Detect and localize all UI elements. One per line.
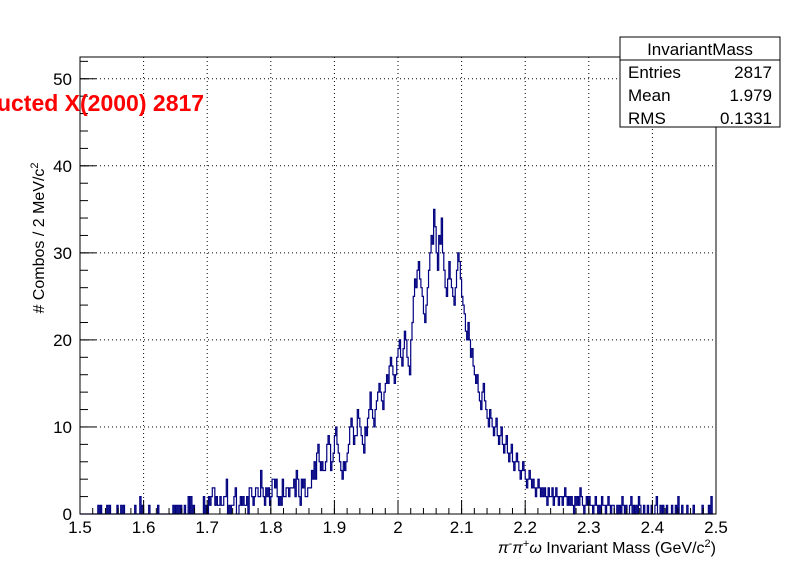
y-tick-label: 20 (53, 331, 72, 350)
stats-rms-label: RMS (628, 109, 666, 128)
stats-box: InvariantMass Entries 2817 Mean 1.979 RM… (619, 36, 781, 128)
overlay-label: ructed X(2000) 2817 (0, 90, 204, 116)
stats-box-title: InvariantMass (647, 40, 753, 59)
stats-entries-value: 2817 (734, 63, 772, 82)
x-tick-label: 1.8 (259, 518, 283, 537)
x-tick-label: 2.3 (577, 518, 601, 537)
stats-box-frame (619, 36, 781, 128)
stats-entries-label: Entries (628, 63, 681, 82)
x-tick-label: 2.1 (450, 518, 474, 537)
x-tick-label: 1.6 (132, 518, 156, 537)
y-tick-label: 10 (53, 418, 72, 437)
y-tick-label: 0 (63, 505, 72, 524)
stats-mean-label: Mean (628, 86, 671, 105)
x-tick-label: 1.5 (68, 518, 92, 537)
x-tick-label: 2.5 (704, 518, 728, 537)
x-tick-label: 1.7 (195, 518, 219, 537)
histogram-series (80, 208, 714, 515)
x-axis-ticks: 1.5 1.6 1.7 1.8 1.9 2 2.1 2.2 2.3 2.4 2.5 (68, 500, 728, 537)
x-tick-label: 2.2 (513, 518, 537, 537)
stats-mean-value: 1.979 (729, 86, 772, 105)
x-tick-label: 2.4 (641, 518, 665, 537)
y-axis-label: # Combos / 2 MeV/c2 (29, 162, 48, 313)
y-tick-label: 40 (53, 157, 72, 176)
y-tick-label: 30 (53, 244, 72, 263)
y-axis-ticks: 0 10 20 30 40 50 (53, 60, 96, 524)
x-tick-label: 2 (393, 518, 402, 537)
x-axis-label: π-π+ω Invariant Mass (GeV/c2) (498, 538, 716, 557)
y-tick-label: 50 (53, 70, 72, 89)
x-tick-label: 1.9 (323, 518, 347, 537)
stats-rms-value: 0.1331 (720, 109, 772, 128)
